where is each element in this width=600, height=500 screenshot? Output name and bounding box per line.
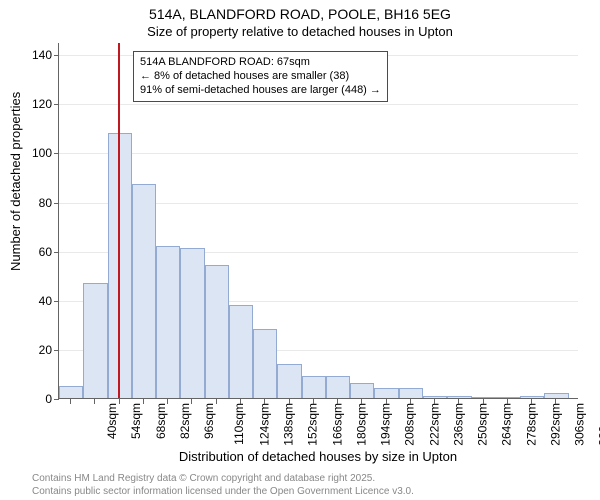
y-tick-label: 120 bbox=[22, 97, 52, 111]
x-tick-label: 96sqm bbox=[202, 403, 216, 439]
x-tick-label: 222sqm bbox=[427, 403, 441, 446]
x-tick bbox=[70, 399, 71, 404]
chart-title-main: 514A, BLANDFORD ROAD, POOLE, BH16 5EG bbox=[0, 6, 600, 22]
histogram-bar bbox=[132, 184, 156, 398]
histogram-bar bbox=[374, 388, 398, 398]
chart-title-block: 514A, BLANDFORD ROAD, POOLE, BH16 5EG Si… bbox=[0, 0, 600, 39]
histogram-bar bbox=[447, 396, 471, 398]
y-tick-label: 20 bbox=[22, 343, 52, 357]
x-tick-label: 264sqm bbox=[500, 403, 514, 446]
x-tick-label: 278sqm bbox=[524, 403, 538, 446]
x-tick bbox=[458, 399, 459, 404]
histogram-bar bbox=[205, 265, 229, 398]
histogram-bar bbox=[83, 283, 107, 398]
x-tick-label: 138sqm bbox=[282, 403, 296, 446]
chart-area: 514A BLANDFORD ROAD: 67sqm← 8% of detach… bbox=[58, 43, 578, 399]
x-tick-label: 180sqm bbox=[355, 403, 369, 446]
plot-area: 514A BLANDFORD ROAD: 67sqm← 8% of detach… bbox=[58, 43, 578, 399]
footer-line-2: Contains public sector information licen… bbox=[32, 485, 600, 498]
y-tick bbox=[54, 350, 59, 351]
y-tick-label: 100 bbox=[22, 146, 52, 160]
x-tick bbox=[361, 399, 362, 404]
histogram-bar bbox=[59, 386, 83, 398]
histogram-bar bbox=[496, 397, 520, 398]
y-tick bbox=[54, 399, 59, 400]
x-tick bbox=[216, 399, 217, 404]
x-tick-label: 110sqm bbox=[232, 403, 246, 445]
gridline bbox=[59, 153, 578, 154]
x-tick bbox=[386, 399, 387, 404]
x-tick bbox=[167, 399, 168, 404]
y-tick bbox=[54, 252, 59, 253]
histogram-bar bbox=[253, 329, 277, 398]
y-axis-label: Number of detached properties bbox=[8, 92, 23, 271]
histogram-bar bbox=[326, 376, 350, 398]
x-tick bbox=[240, 399, 241, 404]
footer-line-1: Contains HM Land Registry data © Crown c… bbox=[32, 472, 600, 485]
x-tick bbox=[434, 399, 435, 404]
x-tick-label: 40sqm bbox=[105, 403, 119, 439]
x-tick-label: 124sqm bbox=[257, 403, 271, 446]
histogram-bar bbox=[520, 396, 544, 398]
x-tick-label: 166sqm bbox=[330, 403, 344, 446]
y-tick-label: 60 bbox=[22, 245, 52, 259]
histogram-bar bbox=[423, 396, 447, 398]
x-tick-label: 250sqm bbox=[476, 403, 490, 446]
y-tick-label: 140 bbox=[22, 48, 52, 62]
x-tick-label: 68sqm bbox=[154, 403, 168, 439]
x-tick bbox=[531, 399, 532, 404]
y-tick bbox=[54, 203, 59, 204]
y-tick-label: 40 bbox=[22, 294, 52, 308]
reference-line bbox=[118, 43, 120, 398]
x-tick bbox=[410, 399, 411, 404]
x-tick bbox=[483, 399, 484, 404]
y-tick bbox=[54, 55, 59, 56]
x-tick-label: 82sqm bbox=[178, 403, 192, 439]
histogram-bar bbox=[399, 388, 423, 398]
histogram-bar bbox=[472, 397, 496, 398]
annotation-line: ← 8% of detached houses are smaller (38) bbox=[140, 70, 381, 84]
x-tick-label: 306sqm bbox=[573, 403, 587, 446]
x-tick bbox=[264, 399, 265, 404]
x-tick-label: 236sqm bbox=[452, 403, 466, 446]
y-tick bbox=[54, 104, 59, 105]
histogram-bar bbox=[350, 383, 374, 398]
y-tick-label: 0 bbox=[22, 392, 52, 406]
annotation-box: 514A BLANDFORD ROAD: 67sqm← 8% of detach… bbox=[133, 51, 388, 102]
annotation-line: 91% of semi-detached houses are larger (… bbox=[140, 84, 381, 98]
x-tick-label: 152sqm bbox=[306, 403, 320, 446]
x-tick-label: 292sqm bbox=[549, 403, 563, 446]
gridline bbox=[59, 104, 578, 105]
x-tick bbox=[119, 399, 120, 404]
x-tick-label: 54sqm bbox=[129, 403, 143, 439]
y-tick bbox=[54, 301, 59, 302]
histogram-bar bbox=[180, 248, 204, 398]
annotation-line: 514A BLANDFORD ROAD: 67sqm bbox=[140, 56, 381, 70]
x-axis-label: Distribution of detached houses by size … bbox=[58, 449, 578, 464]
x-tick bbox=[191, 399, 192, 404]
x-tick bbox=[289, 399, 290, 404]
x-tick bbox=[313, 399, 314, 404]
histogram-bar bbox=[544, 393, 568, 398]
footer-attribution: Contains HM Land Registry data © Crown c… bbox=[32, 472, 600, 498]
histogram-bar bbox=[156, 246, 180, 398]
histogram-bar bbox=[229, 305, 253, 398]
x-tick bbox=[143, 399, 144, 404]
y-tick bbox=[54, 153, 59, 154]
histogram-bar bbox=[302, 376, 326, 398]
chart-title-sub: Size of property relative to detached ho… bbox=[0, 24, 600, 39]
x-tick bbox=[507, 399, 508, 404]
y-tick-label: 80 bbox=[22, 196, 52, 210]
x-tick bbox=[94, 399, 95, 404]
x-tick bbox=[337, 399, 338, 404]
x-tick-label: 194sqm bbox=[379, 403, 393, 446]
x-tick bbox=[555, 399, 556, 404]
histogram-bar bbox=[277, 364, 301, 398]
x-tick-label: 208sqm bbox=[403, 403, 417, 446]
